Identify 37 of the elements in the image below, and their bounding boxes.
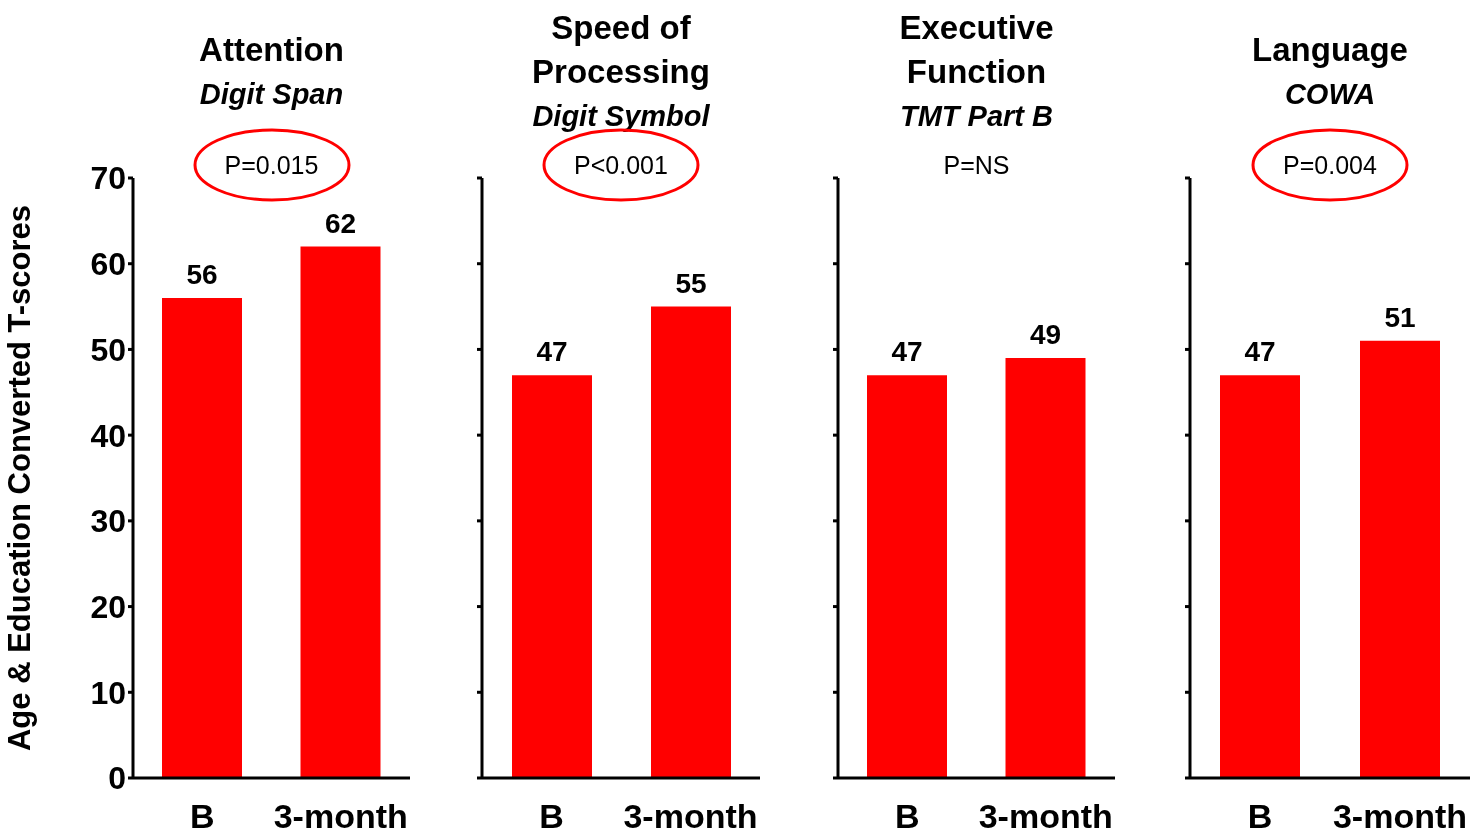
x-tick-label: B (1247, 797, 1273, 829)
x-tick-label: 3-month (623, 797, 758, 829)
y-tick-label: 10 (90, 674, 126, 711)
annotation: P<0.001 (574, 150, 668, 180)
chart-subtitle: Digit Symbol (532, 99, 710, 134)
chart-subtitle: COWA (1284, 77, 1376, 112)
y-tick-label: 0 (108, 760, 126, 797)
annotation: P=0.004 (1283, 150, 1377, 180)
x-tick-label: B (189, 797, 215, 829)
x-tick-label: B (539, 797, 564, 829)
y-tick-label: 70 (90, 160, 126, 197)
y-tick-label: 40 (90, 417, 126, 454)
data-label: 55 (675, 267, 707, 299)
chart-title: Speed of Processing (531, 8, 711, 92)
data-label: 62 (324, 207, 357, 239)
x-tick-label: 3-month (273, 797, 408, 829)
y-tick-label: 30 (90, 503, 126, 540)
data-label: 47 (536, 336, 568, 368)
data-label: 47 (1244, 336, 1276, 368)
x-tick-label: 3-month (1332, 797, 1468, 829)
chart-subtitle: TMT Part B (899, 99, 1054, 134)
chart-title: Executive Function (898, 8, 1055, 92)
x-tick-label: 3-month (978, 797, 1113, 829)
data-label: 47 (891, 336, 923, 368)
data-label: 56 (186, 259, 218, 290)
y-tick-label: 50 (90, 331, 126, 368)
x-tick-label: B (894, 797, 920, 829)
y-tick-label: 20 (90, 588, 126, 625)
chart-title: Attention (198, 30, 345, 70)
annotation: P=0.015 (224, 150, 319, 180)
annotation: P=NS (943, 150, 1010, 180)
chart-subtitle: Digit Span (199, 77, 344, 112)
y-axis-title: Age & Education Converted T-scores (2, 204, 38, 752)
data-label: 51 (1384, 301, 1416, 333)
chart-title: Language (1251, 30, 1409, 70)
y-tick-label: 60 (90, 246, 126, 283)
data-label: 49 (1029, 319, 1062, 350)
